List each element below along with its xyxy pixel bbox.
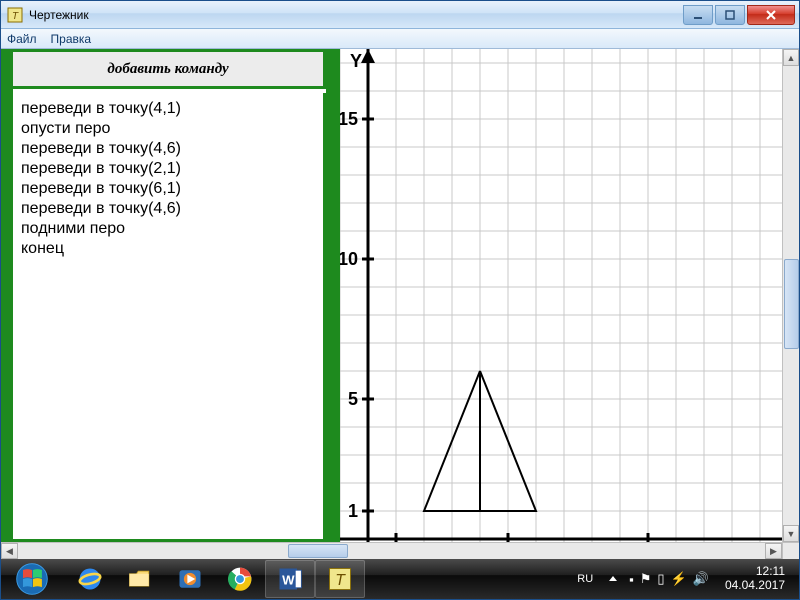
h-scroll-track[interactable] [18,543,765,559]
vertical-scroll-thumb[interactable] [784,259,799,349]
network-icon[interactable]: ▯ [657,571,664,587]
taskbar-ie[interactable] [65,560,115,598]
volume-icon[interactable]: 🔊 [693,571,709,587]
clock-time: 12:11 [725,565,785,579]
svg-text:W: W [282,572,295,587]
window-buttons [683,5,795,25]
minimize-icon [693,10,703,20]
taskbar-explorer[interactable] [115,560,165,598]
svg-text:15: 15 [340,109,358,129]
system-tray: RU ▪ ⚑ ▯ ⚡ 🔊 12:11 04.04.2017 [573,565,795,593]
scroll-right-arrow[interactable]: ▶ [765,543,782,559]
close-icon [765,9,777,21]
scroll-down-arrow[interactable]: ▼ [783,525,799,542]
language-indicator[interactable]: RU [573,571,597,587]
taskbar-mediaplayer[interactable] [165,560,215,598]
work-area: добавить команду переведи в точку(4,1)оп… [1,49,799,542]
code-line: конец [21,239,315,259]
menu-file[interactable]: Файл [7,32,37,46]
vertical-scrollbar[interactable]: ▲ ▼ [782,49,799,542]
window-title: Чертежник [29,8,683,22]
chrome-icon [226,565,254,593]
taskbar-chrome[interactable] [215,560,265,598]
folder-icon [126,565,154,593]
code-line: переведи в точку(2,1) [21,159,315,179]
horizontal-scroll-thumb[interactable] [288,544,348,558]
chertezhnik-icon: Т [326,565,354,593]
svg-text:1: 1 [348,501,358,521]
svg-text:Y: Y [350,51,362,71]
clock[interactable]: 12:11 04.04.2017 [719,565,791,593]
menubar: Файл Правка [1,29,799,49]
close-button[interactable] [747,5,795,25]
maximize-button[interactable] [715,5,745,25]
scrollbar-corner [782,543,799,559]
code-line: подними перо [21,219,315,239]
code-listing[interactable]: переведи в точку(4,1)опусти перопереведи… [13,93,326,542]
tray-icon-generic[interactable]: ▪ [629,572,634,587]
code-line: переведи в точку(6,1) [21,179,315,199]
coordinate-plane: Y0151015151015 [340,49,799,542]
code-line: переведи в точку(4,6) [21,139,315,159]
add-command-label: добавить команду [107,61,228,78]
maximize-icon [725,10,735,20]
minimize-button[interactable] [683,5,713,25]
svg-text:Т: Т [12,11,19,22]
scroll-left-arrow[interactable]: ◀ [1,543,18,559]
left-panel: добавить команду переведи в точку(4,1)оп… [1,49,326,542]
add-command-button[interactable]: добавить команду [13,49,326,89]
flag-icon[interactable]: ⚑ [640,571,652,587]
windows-logo-icon [14,561,50,597]
mediaplayer-icon [176,565,204,593]
app-window: Т Чертежник Файл Правка добавить команду [0,0,800,600]
taskbar[interactable]: W Т RU ▪ ⚑ ▯ ⚡ 🔊 12:11 04.04.2017 [1,559,799,599]
clock-date: 04.04.2017 [725,579,785,593]
svg-text:5: 5 [348,389,358,409]
power-icon[interactable]: ⚡ [671,571,687,587]
scroll-up-arrow[interactable]: ▲ [783,49,799,66]
taskbar-chertezhnik[interactable]: Т [315,560,365,598]
client-area: добавить команду переведи в точку(4,1)оп… [1,49,799,559]
titlebar[interactable]: Т Чертежник [1,1,799,29]
code-line: переведи в точку(4,6) [21,199,315,219]
code-line: опусти перо [21,119,315,139]
tray-icons: ▪ ⚑ ▯ ⚡ 🔊 [629,571,709,587]
svg-text:Т: Т [335,572,346,589]
svg-text:10: 10 [340,249,358,269]
word-icon: W [276,565,304,593]
menu-edit[interactable]: Правка [51,32,92,46]
drawing-canvas[interactable]: Y0151015151015 ▲ ▼ [326,49,799,542]
start-button[interactable] [5,560,59,598]
taskbar-word[interactable]: W [265,560,315,598]
horizontal-scrollbar[interactable]: ◀ ▶ [1,542,799,559]
tray-overflow-icon[interactable] [607,573,619,585]
code-line: переведи в точку(4,1) [21,99,315,119]
app-icon: Т [7,7,23,23]
ie-icon [76,565,104,593]
